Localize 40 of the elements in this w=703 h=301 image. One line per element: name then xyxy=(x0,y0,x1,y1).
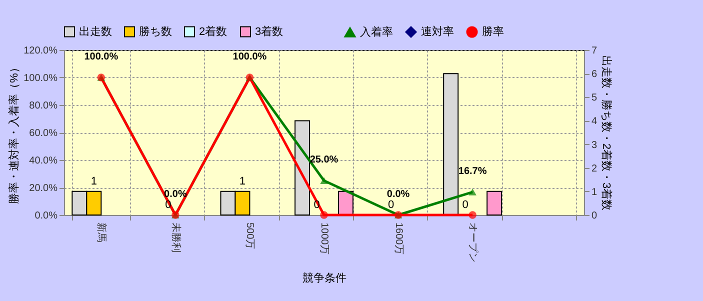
legend-label: 入着率 xyxy=(360,25,393,38)
data-label: 100.0% xyxy=(84,52,118,62)
y-tick-label: 60.0% xyxy=(29,128,58,139)
y2-axis-title: 出走数・勝ち数・2着数・3着数 xyxy=(600,55,614,211)
y-tick-label: 20.0% xyxy=(29,183,58,194)
legend-label: 勝ち数 xyxy=(139,26,172,38)
y-axis-title: 勝率・連対率・入着率（%） xyxy=(8,62,21,204)
legend-label: 勝率 xyxy=(482,25,504,38)
legend-label: 3着数 xyxy=(255,24,284,38)
data-label: 0.0% xyxy=(386,189,410,200)
legend-label: 連対率 xyxy=(421,25,454,38)
data-label: 1 xyxy=(239,175,246,188)
x-tick-label: 1000万 xyxy=(318,222,330,255)
y2-tick-label: 0 xyxy=(592,210,598,222)
data-label: 16.7% xyxy=(458,166,487,178)
data-label: 25.0% xyxy=(310,154,338,166)
y2-tick-label: 3 xyxy=(592,140,598,151)
data-label: 0 xyxy=(462,199,468,211)
data-label: 0 xyxy=(388,199,394,211)
x-tick-label: 未勝利 xyxy=(170,222,182,252)
y-tick-label: 120.0% xyxy=(24,46,58,56)
y-tick-label: 100.0% xyxy=(24,73,58,84)
y-tick-label: 40.0% xyxy=(29,156,58,166)
y2-tick-label: 5 xyxy=(592,92,598,104)
y2-tick-label: 6 xyxy=(592,69,598,80)
y-tick-label: 80.0% xyxy=(29,100,58,112)
legend-label: 2着数 xyxy=(199,24,228,38)
x-tick-label: 500万 xyxy=(244,222,256,250)
data-label: 100.0% xyxy=(232,52,267,62)
legend-label: 出走数 xyxy=(79,24,112,38)
y2-tick-label: 2 xyxy=(592,163,598,174)
x-tick-label: 1600万 xyxy=(392,222,404,255)
data-label: 1 xyxy=(90,175,97,188)
y2-tick-label: 1 xyxy=(592,186,598,198)
y2-tick-label: 4 xyxy=(592,116,598,128)
x-tick-label: オープン xyxy=(467,222,480,262)
x-axis-title: 競争条件 xyxy=(302,272,346,284)
y-tick-label: 0.0% xyxy=(34,210,58,222)
x-tick-label: 新馬 xyxy=(96,222,108,242)
y2-tick-label: 7 xyxy=(592,46,598,56)
